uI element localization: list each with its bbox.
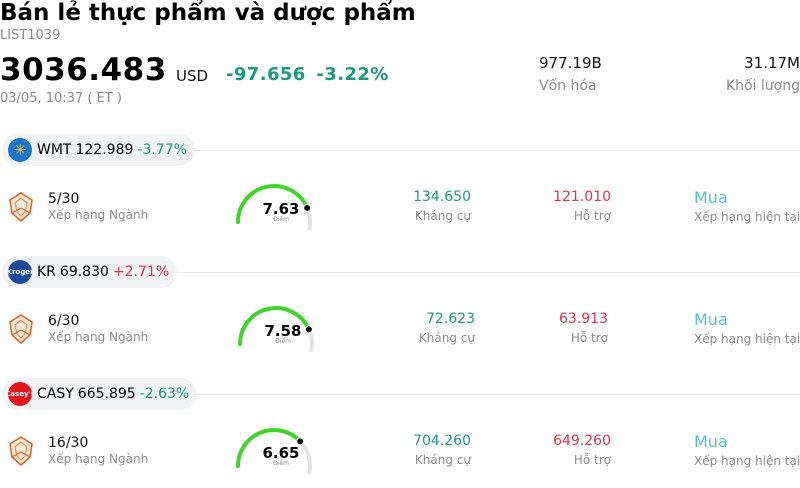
score-gauge <box>236 428 312 474</box>
score-label: Điểm <box>273 460 289 467</box>
support-value: 63.913 <box>559 311 608 327</box>
current-rating: Mua <box>694 432 728 451</box>
gauge-fill <box>236 428 303 468</box>
stock-chip-casy[interactable]: Casey's CASY 665.895 -2.63% <box>2 378 198 410</box>
gauge-fill <box>238 306 311 346</box>
industry-rank: 6/30 <box>48 313 80 329</box>
stock-chip-kr[interactable]: Kroger KR 69.830 +2.71% <box>2 256 178 288</box>
caseys-logo-icon: Casey's <box>8 382 32 406</box>
stock-change-pct: -2.63% <box>139 386 190 402</box>
gauge-fill <box>236 184 310 224</box>
row-divider <box>194 394 800 395</box>
current-rating: Mua <box>694 310 728 329</box>
industry-rank-label: Xếp hạng Ngành <box>48 208 149 222</box>
support-value: 121.010 <box>553 189 611 205</box>
industry-rank: 5/30 <box>48 191 80 207</box>
gauge-marker <box>296 437 305 446</box>
page-title: Bán lẻ thực phẩm và dược phẩm <box>0 0 416 26</box>
volume-label: Khối lượng <box>725 78 800 94</box>
industry-rank-icon <box>9 192 33 223</box>
industry-rank-icon <box>9 314 33 345</box>
stock-symbol: CASY <box>37 386 74 402</box>
resistance-label: Kháng cự <box>414 209 471 223</box>
support-label: Hỗ trợ <box>573 453 611 467</box>
gauge-marker <box>304 325 313 334</box>
support-label: Hỗ trợ <box>570 331 608 345</box>
timestamp: 03/05, 10:37 ( ET ) <box>0 91 122 106</box>
gauge-marker <box>303 203 312 212</box>
current-rating-label: Xếp hạng hiện tại <box>694 210 800 224</box>
support-value: 649.260 <box>553 433 611 449</box>
industry-rank-icon <box>9 436 33 467</box>
stock-price: 69.830 <box>59 264 109 280</box>
walmart-spark-icon: ✳ <box>8 138 32 162</box>
resistance-value: 704.260 <box>413 433 471 449</box>
row-divider <box>176 272 800 273</box>
stock-price: 122.989 <box>75 142 134 158</box>
score-value: 7.63 <box>262 200 300 218</box>
stock-symbol: WMT <box>37 142 72 158</box>
kroger-logo-icon: Kroger <box>8 260 32 284</box>
current-rating-label: Xếp hạng hiện tại <box>694 332 800 346</box>
currency-label: USD <box>176 67 209 85</box>
current-rating: Mua <box>694 188 728 207</box>
resistance-value: 72.623 <box>426 311 475 327</box>
index-change-pct: -3.22% <box>316 64 389 85</box>
stock-symbol: KR <box>37 264 56 280</box>
industry-rank: 16/30 <box>48 435 89 451</box>
score-label: Điểm <box>273 216 289 223</box>
score-label: Điểm <box>275 338 291 345</box>
stock-chip-wmt[interactable]: ✳ WMT 122.989 -3.77% <box>2 134 195 166</box>
score-gauge <box>238 306 314 352</box>
index-change: -97.656 -3.22% <box>226 64 389 85</box>
industry-rank-label: Xếp hạng Ngành <box>48 452 149 466</box>
stock-price: 665.895 <box>77 386 136 402</box>
stock-change-pct: +2.71% <box>112 264 170 280</box>
volume-value: 31.17M <box>744 54 800 72</box>
index-change-value: -97.656 <box>226 64 306 85</box>
current-rating-label: Xếp hạng hiện tại <box>694 454 800 468</box>
support-label: Hỗ trợ <box>573 209 611 223</box>
stock-change-pct: -3.77% <box>137 142 187 158</box>
score-gauge <box>236 184 312 230</box>
resistance-label: Kháng cự <box>414 453 471 467</box>
resistance-label: Kháng cự <box>418 331 475 345</box>
market-cap-value: 977.19B <box>539 54 602 72</box>
score-value: 6.65 <box>262 444 300 462</box>
score-value: 7.58 <box>264 322 302 340</box>
market-cap-label: Vốn hóa <box>539 78 597 94</box>
index-price: 3036.483 <box>0 52 167 88</box>
index-code: LIST1039 <box>0 28 61 43</box>
row-divider <box>194 150 800 151</box>
industry-rank-label: Xếp hạng Ngành <box>48 330 149 344</box>
resistance-value: 134.650 <box>413 189 471 205</box>
